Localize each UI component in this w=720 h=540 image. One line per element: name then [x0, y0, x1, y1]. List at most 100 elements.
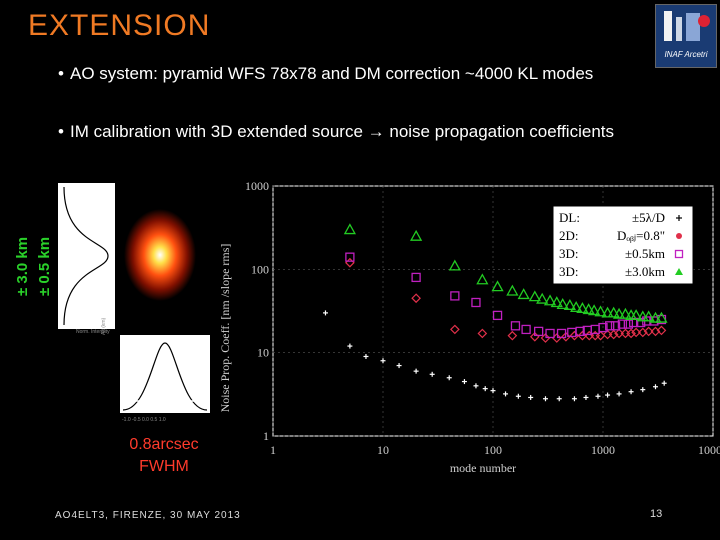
x-tick-label: 1	[270, 443, 276, 457]
bullet-text-1: AO system: pyramid WFS 78x78 and DM corr…	[70, 64, 594, 83]
marker-3d-0-5km	[610, 321, 621, 331]
marker-3d-3-0km	[636, 310, 649, 322]
marker-3d-3-0km	[491, 280, 504, 292]
x-tick-label: 1000	[591, 443, 615, 457]
marker-3d-0-5km	[533, 326, 544, 337]
marker-3d-3-0km	[556, 298, 569, 310]
legend-desc: ±3.0km	[625, 264, 665, 279]
psf-sub-ticks: -1.0 -0.5 0.0 0.5 1.0	[122, 417, 166, 423]
footer-text: AO4ELT3, FIRENZE, 30 MAY 2013	[55, 510, 241, 521]
marker-dl	[322, 310, 328, 316]
marker-3d-3-0km	[410, 229, 423, 241]
marker-3d-3-0km	[649, 311, 662, 323]
x-tick-label: 10000	[698, 443, 720, 457]
marker-3d-3-0km	[543, 294, 557, 306]
marker-2d	[643, 326, 654, 337]
marker-3d-3-0km	[528, 290, 541, 302]
marker-3d-0-5km	[450, 291, 460, 301]
marker-dl	[640, 387, 646, 393]
marker-3d-3-0km	[517, 288, 530, 300]
marker-3d-3-0km	[612, 307, 626, 319]
inaf-logo	[655, 4, 717, 68]
source-profile-graphic: Norm. Intensity -1.0 -0.5 0.0 0.5 1.0 Al…	[58, 183, 210, 423]
marker-2d	[540, 333, 551, 343]
marker-2d	[450, 324, 460, 335]
plot-legend: DL: ±5λ/D 2D: Dₒᵦⱼ=0.8" 3D: ±0.5km 3D: ±3.0km	[552, 205, 694, 285]
marker-3d-0-5km	[345, 252, 355, 262]
marker-dl	[628, 389, 634, 395]
marker-3d-3-0km	[570, 300, 583, 312]
marker-2d	[411, 293, 421, 304]
slide-title: EXTENSION	[28, 9, 211, 42]
marker-dl	[473, 383, 479, 389]
psf-profile-box	[120, 335, 210, 413]
marker-dl	[363, 353, 369, 359]
fwhm-value: 0.8arcsec	[129, 436, 199, 453]
legend-square-icon	[674, 249, 684, 259]
marker-3d-3-0km	[576, 302, 589, 314]
bullet-dot-icon: •	[58, 122, 64, 141]
marker-3d-0-5km	[492, 310, 503, 321]
marker-3d-3-0km	[642, 310, 655, 322]
marker-dl	[605, 392, 611, 398]
marker-3d-3-0km	[601, 306, 614, 318]
plot-ticks: 1 10 100 1000 10000 1 10 100 1000	[245, 179, 720, 457]
y-tick-label: 1000	[245, 179, 269, 193]
marker-dl	[429, 371, 435, 377]
marker-dl	[446, 375, 452, 381]
marker-3d-0-5km	[617, 319, 628, 329]
legend-label: 3D:	[559, 246, 579, 261]
panel-ylabel: Alt (km)	[101, 317, 107, 335]
marker-3d-3-0km	[536, 292, 549, 304]
marker-dl	[595, 393, 601, 399]
y-axis-label: Noise Prop. Coeff. [nm /slope rms]	[218, 244, 232, 413]
marker-dl	[396, 363, 402, 369]
x-tick-label: 100	[484, 443, 502, 457]
marker-dl	[515, 393, 521, 399]
altitude-label-05km: ± 0.5 km	[36, 236, 53, 296]
bullet-dot-icon: •	[58, 64, 64, 83]
marker-2d	[656, 325, 667, 336]
logo-label: INAF Arcetri	[664, 50, 708, 59]
marker-dl	[583, 394, 589, 400]
legend-desc: ±5λ/D	[632, 210, 665, 225]
marker-3d-3-0km	[594, 305, 607, 317]
marker-3d-3-0km	[506, 284, 519, 296]
marker-3d-0-5km	[471, 297, 481, 308]
bullet-text-2: IM calibration with 3D extended source →…	[70, 122, 614, 141]
legend-box	[552, 205, 694, 285]
marker-3d-0-5km	[510, 321, 521, 331]
legend-triangle-icon	[675, 268, 683, 275]
legend-label: 3D:	[559, 264, 579, 279]
legend-label: 2D:	[559, 228, 579, 243]
fwhm-arrow-end	[196, 399, 200, 403]
plot-marks	[322, 223, 668, 402]
marker-3d-3-0km	[476, 273, 489, 285]
source-profile-panel: Norm. Intensity -1.0 -0.5 0.0 0.5 1.0 Al…	[58, 183, 213, 423]
marker-3d-0-5km	[605, 321, 615, 331]
marker-dl	[347, 343, 353, 349]
marker-3d-3-0km	[619, 307, 632, 319]
marker-3d-3-0km	[563, 298, 576, 310]
marker-3d-3-0km	[448, 259, 461, 271]
marker-dl	[380, 358, 386, 364]
marker-dl	[461, 379, 467, 385]
marker-2d	[561, 331, 571, 342]
marker-3d-0-5km	[556, 328, 567, 339]
x-axis-label: mode number	[450, 461, 516, 475]
marker-dl	[571, 396, 577, 402]
legend-desc: Dₒᵦⱼ=0.8"	[617, 228, 665, 243]
psf-profile-curve	[122, 342, 208, 411]
marker-2d	[608, 329, 619, 340]
marker-dl	[661, 380, 667, 386]
marker-2d	[569, 330, 580, 341]
marker-2d	[477, 328, 488, 339]
marker-2d	[631, 327, 641, 338]
marker-3d-0-5km	[575, 326, 585, 337]
x-tick-label: 10	[377, 443, 389, 457]
marker-2d	[614, 328, 624, 339]
marker-3d-3-0km	[655, 311, 668, 323]
noise-propagation-plot: 1 10 100 1000 10000 1 10 100 1000 DL: ±5λ/D 2D: Dₒᵦ…	[218, 179, 720, 475]
page-number: 13	[650, 508, 663, 520]
legend-circle-icon	[676, 233, 682, 239]
